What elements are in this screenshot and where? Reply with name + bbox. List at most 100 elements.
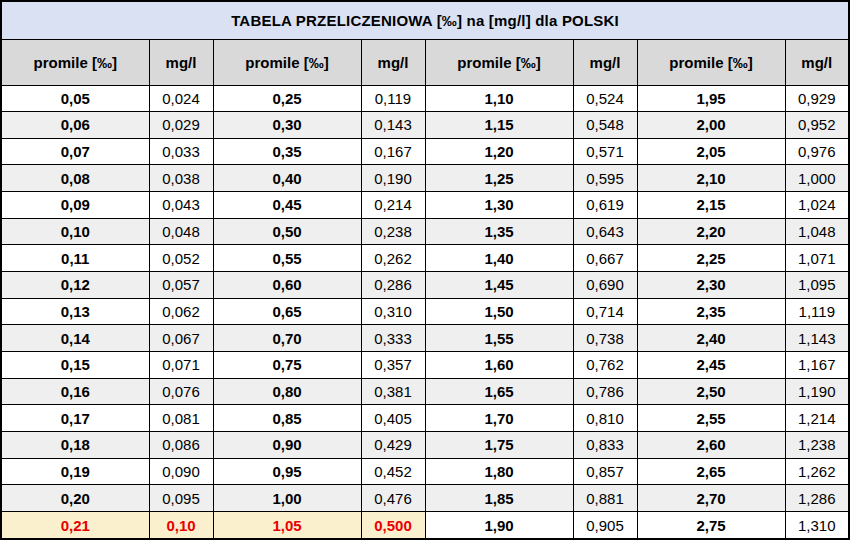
table-row: 0,170,0810,850,4051,700,8102,551,214 bbox=[1, 405, 849, 432]
cell-promile-value: 0,07 bbox=[1, 138, 149, 165]
cell-promile-value: 0,14 bbox=[1, 325, 149, 352]
cell-mgl-value: 1,143 bbox=[785, 325, 849, 352]
cell-mgl-value: 0,595 bbox=[573, 165, 637, 192]
cell-promile-value: 2,30 bbox=[637, 272, 785, 299]
table-row: 0,130,0620,650,3101,500,7142,351,119 bbox=[1, 298, 849, 325]
cell-promile-value: 0,60 bbox=[213, 272, 361, 299]
table-body: 0,050,0240,250,1191,100,5241,950,9290,06… bbox=[1, 85, 849, 539]
cell-promile-value: 0,19 bbox=[1, 458, 149, 485]
cell-promile-value: 1,70 bbox=[425, 405, 573, 432]
cell-promile-value: 0,55 bbox=[213, 245, 361, 272]
header-promile: promile [‰] bbox=[213, 39, 361, 85]
cell-promile-value: 1,10 bbox=[425, 85, 573, 112]
cell-mgl-value: 0,524 bbox=[573, 85, 637, 112]
cell-mgl-value: 1,000 bbox=[785, 165, 849, 192]
cell-mgl-value: 0,619 bbox=[573, 192, 637, 219]
cell-promile-value: 2,70 bbox=[637, 485, 785, 512]
conversion-table: TABELA PRZELICZENIOWA [‰] na [mg/l] dla … bbox=[0, 0, 850, 540]
header-promile: promile [‰] bbox=[637, 39, 785, 85]
cell-promile-value: 1,20 bbox=[425, 138, 573, 165]
cell-promile-value: 2,40 bbox=[637, 325, 785, 352]
table-row: 0,200,0951,000,4761,850,8812,701,286 bbox=[1, 485, 849, 512]
cell-promile-value: 0,45 bbox=[213, 192, 361, 219]
cell-mgl-value: 0,029 bbox=[149, 112, 213, 139]
cell-promile-value: 2,50 bbox=[637, 378, 785, 405]
cell-mgl-value: 0,143 bbox=[361, 112, 425, 139]
cell-promile-value: 0,80 bbox=[213, 378, 361, 405]
cell-mgl-value: 0,905 bbox=[573, 512, 637, 540]
cell-mgl-value: 0,976 bbox=[785, 138, 849, 165]
cell-mgl-value: 0,048 bbox=[149, 218, 213, 245]
header-promile: promile [‰] bbox=[425, 39, 573, 85]
cell-promile-value: 0,90 bbox=[213, 432, 361, 459]
cell-mgl-value: 0,090 bbox=[149, 458, 213, 485]
cell-promile-value: 2,60 bbox=[637, 432, 785, 459]
table-row: 0,060,0290,300,1431,150,5482,000,952 bbox=[1, 112, 849, 139]
cell-promile-value: 1,50 bbox=[425, 298, 573, 325]
cell-mgl-value: 1,095 bbox=[785, 272, 849, 299]
cell-mgl-value: 0,071 bbox=[149, 352, 213, 379]
table-row: 0,180,0860,900,4291,750,8332,601,238 bbox=[1, 432, 849, 459]
cell-promile-value: 2,20 bbox=[637, 218, 785, 245]
cell-promile-value: 0,70 bbox=[213, 325, 361, 352]
header-promile: promile [‰] bbox=[1, 39, 149, 85]
cell-mgl-value: 0,381 bbox=[361, 378, 425, 405]
cell-mgl-value: 0,086 bbox=[149, 432, 213, 459]
cell-mgl-value: 0,762 bbox=[573, 352, 637, 379]
cell-mgl-value: 1,048 bbox=[785, 218, 849, 245]
cell-promile-value: 0,11 bbox=[1, 245, 149, 272]
cell-mgl-value: 0,119 bbox=[361, 85, 425, 112]
cell-promile-value: 1,05 bbox=[213, 512, 361, 540]
cell-promile-value: 0,16 bbox=[1, 378, 149, 405]
cell-mgl-value: 1,262 bbox=[785, 458, 849, 485]
cell-promile-value: 0,06 bbox=[1, 112, 149, 139]
table-row: 0,120,0570,600,2861,450,6902,301,095 bbox=[1, 272, 849, 299]
cell-promile-value: 0,08 bbox=[1, 165, 149, 192]
cell-promile-value: 1,35 bbox=[425, 218, 573, 245]
cell-mgl-value: 0,052 bbox=[149, 245, 213, 272]
cell-mgl-value: 0,081 bbox=[149, 405, 213, 432]
cell-mgl-value: 0,033 bbox=[149, 138, 213, 165]
cell-mgl-value: 0,500 bbox=[361, 512, 425, 540]
cell-mgl-value: 0,548 bbox=[573, 112, 637, 139]
cell-mgl-value: 1,238 bbox=[785, 432, 849, 459]
cell-mgl-value: 0,857 bbox=[573, 458, 637, 485]
cell-promile-value: 0,17 bbox=[1, 405, 149, 432]
cell-mgl-value: 0,167 bbox=[361, 138, 425, 165]
cell-promile-value: 1,40 bbox=[425, 245, 573, 272]
cell-promile-value: 0,09 bbox=[1, 192, 149, 219]
cell-mgl-value: 0,043 bbox=[149, 192, 213, 219]
cell-promile-value: 2,55 bbox=[637, 405, 785, 432]
cell-mgl-value: 0,738 bbox=[573, 325, 637, 352]
cell-mgl-value: 1,286 bbox=[785, 485, 849, 512]
table-row: 0,210,101,050,5001,900,9052,751,310 bbox=[1, 512, 849, 540]
cell-promile-value: 0,15 bbox=[1, 352, 149, 379]
cell-promile-value: 1,15 bbox=[425, 112, 573, 139]
cell-mgl-value: 0,062 bbox=[149, 298, 213, 325]
cell-mgl-value: 0,214 bbox=[361, 192, 425, 219]
cell-mgl-value: 0,262 bbox=[361, 245, 425, 272]
cell-promile-value: 2,45 bbox=[637, 352, 785, 379]
cell-mgl-value: 0,667 bbox=[573, 245, 637, 272]
cell-mgl-value: 0,429 bbox=[361, 432, 425, 459]
cell-promile-value: 0,25 bbox=[213, 85, 361, 112]
cell-promile-value: 1,30 bbox=[425, 192, 573, 219]
cell-mgl-value: 0,786 bbox=[573, 378, 637, 405]
table-row: 0,160,0760,800,3811,650,7862,501,190 bbox=[1, 378, 849, 405]
cell-promile-value: 2,00 bbox=[637, 112, 785, 139]
cell-mgl-value: 1,024 bbox=[785, 192, 849, 219]
cell-mgl-value: 1,190 bbox=[785, 378, 849, 405]
cell-mgl-value: 1,310 bbox=[785, 512, 849, 540]
title-row: TABELA PRZELICZENIOWA [‰] na [mg/l] dla … bbox=[1, 1, 849, 39]
header-mgl: mg/l bbox=[149, 39, 213, 85]
cell-mgl-value: 0,238 bbox=[361, 218, 425, 245]
cell-promile-value: 0,75 bbox=[213, 352, 361, 379]
cell-mgl-value: 0,10 bbox=[149, 512, 213, 540]
cell-mgl-value: 0,190 bbox=[361, 165, 425, 192]
cell-mgl-value: 0,024 bbox=[149, 85, 213, 112]
cell-mgl-value: 0,952 bbox=[785, 112, 849, 139]
cell-promile-value: 1,90 bbox=[425, 512, 573, 540]
table-row: 0,070,0330,350,1671,200,5712,050,976 bbox=[1, 138, 849, 165]
table-row: 0,150,0710,750,3571,600,7622,451,167 bbox=[1, 352, 849, 379]
cell-promile-value: 0,30 bbox=[213, 112, 361, 139]
